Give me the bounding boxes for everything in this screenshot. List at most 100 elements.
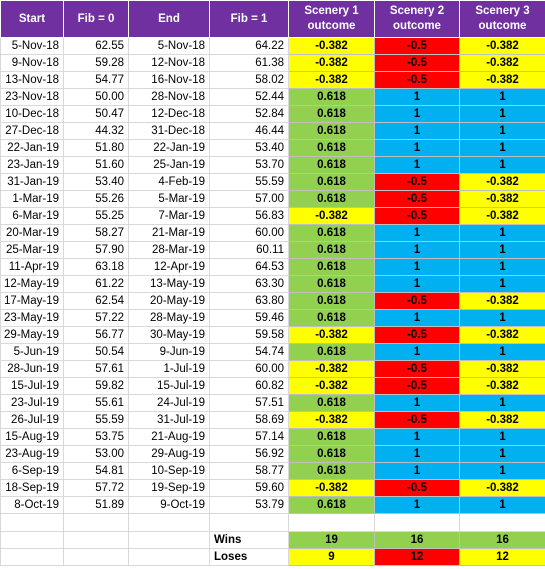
scenery-3-outcome-cell[interactable]: -0.382 — [459, 292, 545, 310]
fib0-cell[interactable]: 62.54 — [63, 292, 129, 310]
start-date-cell[interactable]: 8-Oct-19 — [0, 496, 64, 514]
start-date-cell[interactable]: 17-May-19 — [0, 292, 64, 310]
wins-scenery-2[interactable]: 16 — [374, 531, 460, 549]
start-date-cell[interactable]: 12-May-19 — [0, 275, 64, 293]
fib0-cell[interactable]: 56.77 — [63, 326, 129, 344]
fib1-cell[interactable]: 59.58 — [209, 326, 289, 344]
fib1-cell[interactable]: 56.83 — [209, 207, 289, 225]
scenery-2-outcome-cell[interactable]: -0.5 — [374, 377, 460, 395]
fib0-cell[interactable]: 55.26 — [63, 190, 129, 208]
fib1-cell[interactable]: 64.22 — [209, 37, 289, 55]
scenery-1-outcome-cell[interactable]: 0.618 — [288, 241, 375, 259]
header-fib1[interactable]: Fib = 1 — [209, 0, 289, 38]
scenery-1-outcome-cell[interactable]: 0.618 — [288, 156, 375, 174]
wins-scenery-3[interactable]: 16 — [459, 531, 545, 549]
fib1-cell[interactable]: 63.30 — [209, 275, 289, 293]
scenery-3-outcome-cell[interactable]: -0.382 — [459, 190, 545, 208]
fib0-cell[interactable]: 57.90 — [63, 241, 129, 259]
scenery-3-outcome-cell[interactable]: 1 — [459, 241, 545, 259]
scenery-2-outcome-cell[interactable]: -0.5 — [374, 360, 460, 378]
start-date-cell[interactable]: 23-Jul-19 — [0, 394, 64, 412]
scenery-1-outcome-cell[interactable]: 0.618 — [288, 275, 375, 293]
fib1-cell[interactable]: 57.14 — [209, 428, 289, 446]
scenery-3-outcome-cell[interactable]: 1 — [459, 428, 545, 446]
fib0-cell[interactable]: 53.00 — [63, 445, 129, 463]
start-date-cell[interactable]: 1-Mar-19 — [0, 190, 64, 208]
end-date-cell[interactable]: 22-Jan-19 — [128, 139, 210, 157]
start-date-cell[interactable]: 25-Mar-19 — [0, 241, 64, 259]
end-date-cell[interactable]: 13-May-19 — [128, 275, 210, 293]
scenery-3-outcome-cell[interactable]: -0.382 — [459, 71, 545, 89]
scenery-3-outcome-cell[interactable]: 1 — [459, 156, 545, 174]
scenery-3-outcome-cell[interactable]: -0.382 — [459, 360, 545, 378]
cell[interactable] — [63, 548, 129, 566]
fib0-cell[interactable]: 51.80 — [63, 139, 129, 157]
start-date-cell[interactable]: 23-Aug-19 — [0, 445, 64, 463]
fib1-cell[interactable]: 53.70 — [209, 156, 289, 174]
fib1-cell[interactable]: 58.77 — [209, 462, 289, 480]
scenery-1-outcome-cell[interactable]: 0.618 — [288, 428, 375, 446]
cell[interactable] — [0, 513, 64, 532]
scenery-3-outcome-cell[interactable]: -0.382 — [459, 377, 545, 395]
scenery-2-outcome-cell[interactable]: 1 — [374, 88, 460, 106]
loses-label[interactable]: Loses — [209, 548, 289, 566]
end-date-cell[interactable]: 19-Sep-19 — [128, 479, 210, 497]
scenery-2-outcome-cell[interactable]: 1 — [374, 224, 460, 242]
scenery-3-outcome-cell[interactable]: 1 — [459, 122, 545, 140]
cell[interactable] — [459, 513, 545, 532]
fib0-cell[interactable]: 57.61 — [63, 360, 129, 378]
scenery-2-outcome-cell[interactable]: -0.5 — [374, 292, 460, 310]
scenery-2-outcome-cell[interactable]: 1 — [374, 462, 460, 480]
scenery-1-outcome-cell[interactable]: 0.618 — [288, 496, 375, 514]
end-date-cell[interactable]: 21-Mar-19 — [128, 224, 210, 242]
start-date-cell[interactable]: 22-Jan-19 — [0, 139, 64, 157]
scenery-2-outcome-cell[interactable]: -0.5 — [374, 411, 460, 429]
fib0-cell[interactable]: 51.60 — [63, 156, 129, 174]
end-date-cell[interactable]: 9-Jun-19 — [128, 343, 210, 361]
start-date-cell[interactable]: 23-Jan-19 — [0, 156, 64, 174]
end-date-cell[interactable]: 16-Nov-18 — [128, 71, 210, 89]
end-date-cell[interactable]: 12-Nov-18 — [128, 54, 210, 72]
scenery-2-outcome-cell[interactable]: -0.5 — [374, 326, 460, 344]
fib0-cell[interactable]: 54.77 — [63, 71, 129, 89]
fib0-cell[interactable]: 57.72 — [63, 479, 129, 497]
scenery-2-outcome-cell[interactable]: 1 — [374, 122, 460, 140]
scenery-1-outcome-cell[interactable]: -0.382 — [288, 71, 375, 89]
scenery-3-outcome-cell[interactable]: -0.382 — [459, 173, 545, 191]
fib0-cell[interactable]: 61.22 — [63, 275, 129, 293]
end-date-cell[interactable]: 1-Jul-19 — [128, 360, 210, 378]
scenery-1-outcome-cell[interactable]: -0.382 — [288, 360, 375, 378]
scenery-2-outcome-cell[interactable]: 1 — [374, 428, 460, 446]
scenery-2-outcome-cell[interactable]: -0.5 — [374, 54, 460, 72]
scenery-1-outcome-cell[interactable]: -0.382 — [288, 37, 375, 55]
fib1-cell[interactable]: 63.80 — [209, 292, 289, 310]
cell[interactable] — [128, 548, 210, 566]
fib0-cell[interactable]: 59.28 — [63, 54, 129, 72]
start-date-cell[interactable]: 5-Jun-19 — [0, 343, 64, 361]
loses-scenery-2[interactable]: 12 — [374, 548, 460, 566]
scenery-1-outcome-cell[interactable]: 0.618 — [288, 292, 375, 310]
scenery-1-outcome-cell[interactable]: -0.382 — [288, 326, 375, 344]
start-date-cell[interactable]: 27-Dec-18 — [0, 122, 64, 140]
scenery-2-outcome-cell[interactable]: -0.5 — [374, 190, 460, 208]
scenery-2-outcome-cell[interactable]: 1 — [374, 156, 460, 174]
wins-scenery-1[interactable]: 19 — [288, 531, 375, 549]
scenery-2-outcome-cell[interactable]: 1 — [374, 496, 460, 514]
scenery-1-outcome-cell[interactable]: -0.382 — [288, 377, 375, 395]
start-date-cell[interactable]: 5-Nov-18 — [0, 37, 64, 55]
cell[interactable] — [209, 513, 289, 532]
fib1-cell[interactable]: 52.44 — [209, 88, 289, 106]
scenery-1-outcome-cell[interactable]: 0.618 — [288, 462, 375, 480]
scenery-3-outcome-cell[interactable]: 1 — [459, 394, 545, 412]
scenery-2-outcome-cell[interactable]: 1 — [374, 275, 460, 293]
end-date-cell[interactable]: 10-Sep-19 — [128, 462, 210, 480]
scenery-2-outcome-cell[interactable]: 1 — [374, 241, 460, 259]
fib0-cell[interactable]: 50.00 — [63, 88, 129, 106]
scenery-2-outcome-cell[interactable]: 1 — [374, 445, 460, 463]
end-date-cell[interactable]: 28-May-19 — [128, 309, 210, 327]
scenery-1-outcome-cell[interactable]: -0.382 — [288, 207, 375, 225]
scenery-1-outcome-cell[interactable]: 0.618 — [288, 445, 375, 463]
fib1-cell[interactable]: 53.79 — [209, 496, 289, 514]
end-date-cell[interactable]: 12-Apr-19 — [128, 258, 210, 276]
fib0-cell[interactable]: 58.27 — [63, 224, 129, 242]
